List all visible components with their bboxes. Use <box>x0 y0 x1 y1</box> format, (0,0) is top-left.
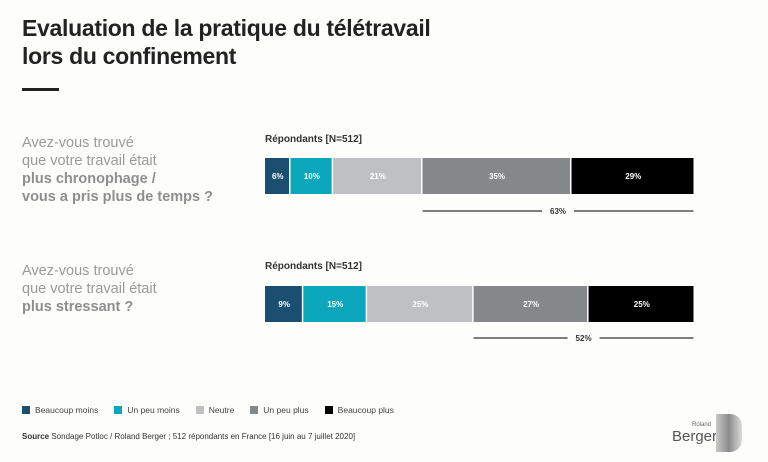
legend-item: Neutre <box>195 405 235 415</box>
question-1-bold-2: vous a pris plus de temps ? <box>22 189 213 205</box>
question-2-line-1: Avez-vous trouvé <box>22 263 134 279</box>
legend-label: Neutre <box>208 405 235 415</box>
respondents-label-1: Répondants [N=512] <box>265 134 362 145</box>
logo-small-text: Roland <box>692 422 712 428</box>
summary-label: 52% <box>576 334 592 343</box>
bar-segment <box>290 158 332 194</box>
legend-item: Un peu plus <box>250 405 309 415</box>
source-label: Source <box>22 432 50 441</box>
bar-segment <box>303 286 366 322</box>
bar-segment <box>473 286 588 322</box>
question-1-bold-1: plus chronophage / <box>22 171 156 187</box>
source-note: Source Sondage Potloc / Roland Berger ; … <box>22 432 355 441</box>
bar-segment-label: 21% <box>370 172 386 181</box>
legend: Beaucoup moins Un peu moins Neutre Un pe… <box>22 405 394 415</box>
page-title: Evaluation de la pratique du télétravail… <box>22 14 431 70</box>
legend-swatch-beaucoup-plus <box>324 406 333 414</box>
question-1-line-1: Avez-vous trouvé <box>22 135 134 151</box>
bar-segment-label: 29% <box>625 172 641 181</box>
legend-swatch-beaucoup-moins <box>22 406 30 414</box>
bar-segment-label: 9% <box>278 300 290 309</box>
bar-segment <box>422 158 571 194</box>
bar-segment <box>571 158 694 194</box>
summary-label: 63% <box>550 207 566 216</box>
legend-swatch-un-peu-plus <box>250 406 259 414</box>
bar-segment-label: 35% <box>489 172 505 181</box>
question-1-line-2: que votre travail était <box>22 153 157 169</box>
legend-label: Beaucoup moins <box>35 405 99 415</box>
bar-segment-label: 15% <box>327 300 343 309</box>
legend-label: Un peu plus <box>263 405 309 415</box>
legend-label: Un peu moins <box>127 405 180 415</box>
source-text: Sondage Potloc / Roland Berger ; 512 rép… <box>49 432 356 441</box>
legend-item: Un peu moins <box>114 405 180 415</box>
bar-segment-label: 6% <box>272 172 284 181</box>
roland-berger-logo: Roland Berger <box>672 414 744 454</box>
respondents-label-2: Répondants [N=512] <box>265 261 362 272</box>
bar-segment <box>333 158 422 194</box>
legend-item: Beaucoup plus <box>324 405 394 415</box>
bar-segment <box>367 286 473 322</box>
legend-label: Beaucoup plus <box>337 405 394 415</box>
logo-word: Berger <box>672 428 718 445</box>
logo-b-icon <box>716 414 742 452</box>
question-2: Avez-vous trouvé que votre travail était… <box>22 262 157 316</box>
bar-segment-label: 27% <box>523 300 539 309</box>
title-underline <box>22 88 59 91</box>
bar-segment-label: 25% <box>634 300 650 309</box>
question-1: Avez-vous trouvé que votre travail était… <box>22 134 213 206</box>
legend-swatch-un-peu-moins <box>114 406 123 414</box>
title-line-2: lors du confinement <box>22 43 237 69</box>
bar-segment <box>265 286 302 322</box>
title-line-1: Evaluation de la pratique du télétravail <box>22 15 431 41</box>
bar-segment-label: 25% <box>412 300 428 309</box>
legend-swatch-neutre <box>195 406 204 414</box>
question-2-bold-1: plus stressant ? <box>22 299 134 315</box>
bar-segment-label: 10% <box>304 172 320 181</box>
legend-item: Beaucoup moins <box>22 405 98 415</box>
bar-segment <box>588 286 694 322</box>
question-2-line-2: que votre travail était <box>22 281 157 297</box>
bar-segment <box>265 158 290 194</box>
